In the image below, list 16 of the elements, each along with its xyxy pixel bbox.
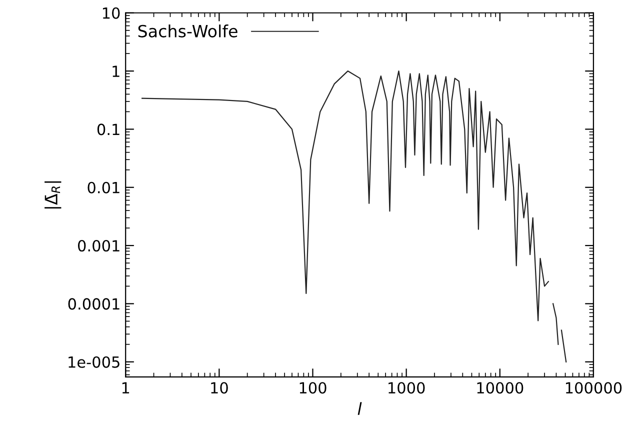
x-tick-label: 1 xyxy=(122,382,130,394)
x-axis-title: l xyxy=(358,402,362,415)
y-tick-label: 1e-005 xyxy=(68,356,120,368)
y-tick-label: 0.01 xyxy=(88,182,120,194)
y-tick-label: 1 xyxy=(112,66,120,77)
x-tick-label: 1000 xyxy=(388,382,425,394)
x-tick-label: 10 xyxy=(211,382,228,394)
legend-label: Sachs-Wolfe xyxy=(138,24,238,38)
y-tick-label: 0.1 xyxy=(97,124,120,136)
x-tick-label: 10000 xyxy=(477,382,524,394)
x-tick-label: 100000 xyxy=(566,382,622,394)
y-tick-label: 10 xyxy=(102,7,120,19)
x-tick-label: 100 xyxy=(300,382,326,394)
y-tick-label: 0.001 xyxy=(78,240,120,252)
y-axis-title: |Δ̄$_{R}$| xyxy=(44,181,62,209)
y-tick-label: 0.0001 xyxy=(68,298,120,310)
